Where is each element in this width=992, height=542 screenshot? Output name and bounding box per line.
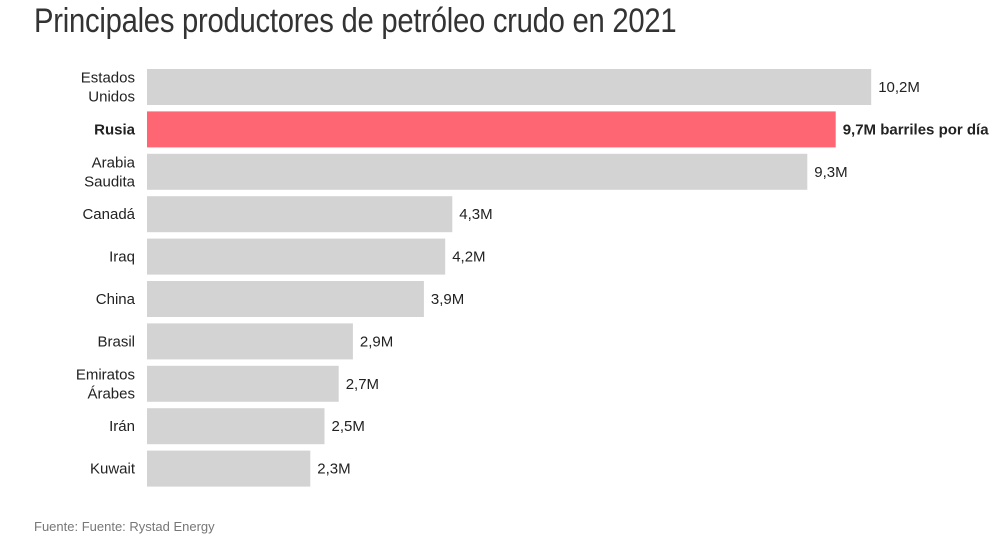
data-label: 2,3M (317, 461, 350, 478)
category-label: Emiratos Árabes (76, 366, 135, 402)
data-label: 10,2M (878, 79, 920, 96)
bar (147, 196, 453, 233)
chart-title: Principales productores de petróleo crud… (34, 2, 677, 40)
bar (147, 450, 311, 487)
data-label: 2,7M (346, 376, 379, 393)
bar (147, 281, 424, 317)
data-label: 9,7M barriles por día (843, 121, 990, 138)
data-label: 3,9M (431, 291, 464, 308)
data-label: 2,5M (332, 418, 365, 435)
data-label: 9,3M (814, 164, 847, 181)
category-label: China (96, 291, 136, 308)
bar (147, 153, 808, 190)
bar (147, 365, 339, 402)
data-label: 4,3M (459, 206, 492, 223)
data-label: 4,2M (452, 249, 485, 266)
category-label: Iraq (109, 249, 135, 266)
category-label: Kuwait (90, 461, 136, 478)
category-label: Brasil (97, 333, 135, 350)
source-note: Fuente: Fuente: Rystad Energy (34, 519, 215, 534)
category-label: Rusia (94, 121, 136, 138)
bar (147, 69, 872, 105)
bar (147, 238, 446, 275)
bar (147, 111, 836, 148)
category-label: Estados Unidos (81, 70, 135, 106)
category-label: Canadá (82, 206, 135, 223)
category-label: Irán (109, 418, 135, 435)
bar (147, 408, 325, 445)
bar (147, 323, 353, 360)
data-label: 2,9M (360, 333, 393, 350)
category-label: Arabia Saudita (84, 154, 136, 190)
